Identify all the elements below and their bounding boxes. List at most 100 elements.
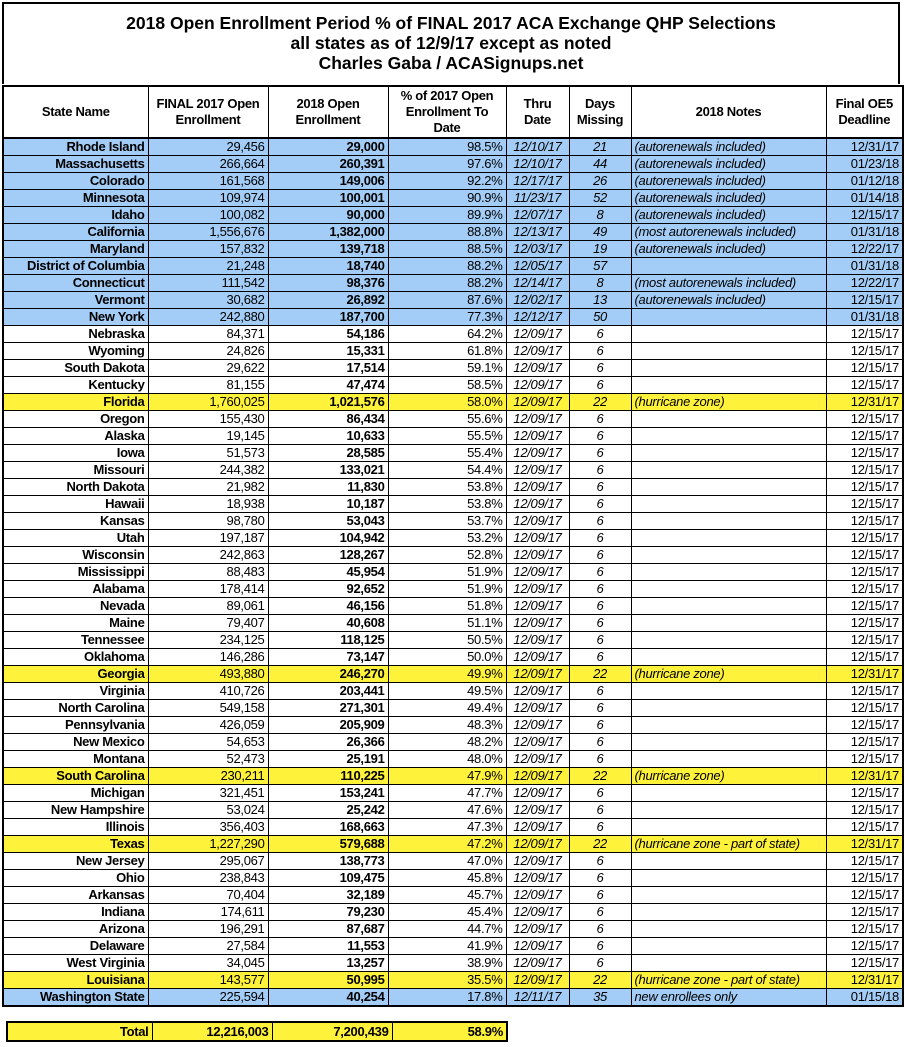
cell-final-2017: 84,371 <box>147 325 269 343</box>
table-row: Arizona 196,291 87,687 44.7% 12/09/17 6 12/15/… <box>2 920 904 938</box>
title-line-2: all states as of 12/9/17 except as noted <box>290 33 612 53</box>
cell-final-2017: 34,045 <box>147 954 269 972</box>
cell-state-name: Connecticut <box>2 274 149 292</box>
cell-days-missing: 22 <box>568 971 632 989</box>
cell-deadline: 12/15/17 <box>825 631 904 649</box>
cell-days-missing: 35 <box>568 988 632 1007</box>
cell-final-2017: 157,832 <box>147 240 269 258</box>
cell-oe-2018: 139,718 <box>267 240 389 258</box>
cell-notes <box>630 784 827 802</box>
cell-days-missing: 6 <box>568 563 632 581</box>
enrollment-table: State Name FINAL 2017 Open Enrollment 20… <box>2 85 904 1007</box>
cell-notes <box>630 648 827 666</box>
cell-thru-date: 12/09/17 <box>505 359 570 377</box>
cell-final-2017: 29,622 <box>147 359 269 377</box>
cell-notes: (hurricane zone) <box>630 767 827 785</box>
cell-notes <box>630 427 827 445</box>
cell-deadline: 12/15/17 <box>825 920 904 938</box>
cell-oe-2018: 90,000 <box>267 206 389 224</box>
table-row: New Jersey 295,067 138,773 47.0% 12/09/17 6 12… <box>2 852 904 870</box>
cell-thru-date: 12/09/17 <box>505 614 570 632</box>
cell-oe-2018: 168,663 <box>267 818 389 836</box>
cell-pct-of-2017: 88.2% <box>387 274 507 292</box>
cell-thru-date: 12/09/17 <box>505 546 570 564</box>
cell-state-name: Arkansas <box>2 886 149 904</box>
cell-deadline: 12/15/17 <box>825 801 904 819</box>
cell-final-2017: 196,291 <box>147 920 269 938</box>
cell-thru-date: 12/02/17 <box>505 291 570 309</box>
cell-pct-of-2017: 88.8% <box>387 223 507 241</box>
cell-state-name: Texas <box>2 835 149 853</box>
cell-days-missing: 6 <box>568 444 632 462</box>
cell-oe-2018: 87,687 <box>267 920 389 938</box>
cell-deadline: 01/12/18 <box>825 172 904 190</box>
cell-state-name: Alaska <box>2 427 149 445</box>
cell-notes <box>630 444 827 462</box>
cell-oe-2018: 109,475 <box>267 869 389 887</box>
cell-deadline: 12/15/17 <box>825 784 904 802</box>
cell-notes: (hurricane zone) <box>630 393 827 411</box>
cell-oe-2018: 92,652 <box>267 580 389 598</box>
cell-state-name: District of Columbia <box>2 257 149 275</box>
table-row: Idaho 100,082 90,000 89.9% 12/07/17 8 (autoren… <box>2 206 904 224</box>
total-final-2017: 12,216,003 <box>151 1021 273 1042</box>
cell-state-name: Georgia <box>2 665 149 683</box>
table-row: Montana 52,473 25,191 48.0% 12/09/17 6 12/15/1… <box>2 750 904 768</box>
cell-days-missing: 6 <box>568 478 632 496</box>
cell-days-missing: 50 <box>568 308 632 326</box>
table-row: West Virginia 34,045 13,257 38.9% 12/09/17 6 1… <box>2 954 904 972</box>
cell-final-2017: 161,568 <box>147 172 269 190</box>
cell-thru-date: 12/09/17 <box>505 495 570 513</box>
cell-thru-date: 12/09/17 <box>505 937 570 955</box>
cell-days-missing: 6 <box>568 716 632 734</box>
cell-notes: (autorenewals included) <box>630 172 827 190</box>
cell-final-2017: 356,403 <box>147 818 269 836</box>
cell-pct-of-2017: 55.6% <box>387 410 507 428</box>
table-row: Maryland 157,832 139,718 88.5% 12/03/17 19 (au… <box>2 240 904 258</box>
cell-deadline: 12/15/17 <box>825 444 904 462</box>
cell-oe-2018: 205,909 <box>267 716 389 734</box>
cell-final-2017: 493,880 <box>147 665 269 683</box>
cell-days-missing: 6 <box>568 427 632 445</box>
cell-final-2017: 321,451 <box>147 784 269 802</box>
cell-pct-of-2017: 49.9% <box>387 665 507 683</box>
cell-notes: (hurricane zone - part of state) <box>630 971 827 989</box>
cell-days-missing: 6 <box>568 597 632 615</box>
cell-deadline: 12/15/17 <box>825 342 904 360</box>
cell-final-2017: 21,248 <box>147 257 269 275</box>
cell-thru-date: 12/09/17 <box>505 376 570 394</box>
cell-pct-of-2017: 89.9% <box>387 206 507 224</box>
cell-final-2017: 79,407 <box>147 614 269 632</box>
cell-final-2017: 234,125 <box>147 631 269 649</box>
cell-final-2017: 30,682 <box>147 291 269 309</box>
cell-deadline: 01/14/18 <box>825 189 904 207</box>
cell-deadline: 12/31/17 <box>825 971 904 989</box>
cell-final-2017: 242,863 <box>147 546 269 564</box>
cell-final-2017: 242,880 <box>147 308 269 326</box>
cell-oe-2018: 1,382,000 <box>267 223 389 241</box>
cell-final-2017: 197,187 <box>147 529 269 547</box>
cell-thru-date: 12/09/17 <box>505 699 570 717</box>
cell-notes: (hurricane zone) <box>630 665 827 683</box>
cell-pct-of-2017: 52.8% <box>387 546 507 564</box>
cell-notes <box>630 308 827 326</box>
cell-days-missing: 6 <box>568 461 632 479</box>
cell-notes <box>630 733 827 751</box>
table-row: Maine 79,407 40,608 51.1% 12/09/17 6 12/15/17 <box>2 614 904 632</box>
table-row: North Carolina 549,158 271,301 49.4% 12/09/1… <box>2 699 904 717</box>
cell-oe-2018: 28,585 <box>267 444 389 462</box>
cell-thru-date: 12/09/17 <box>505 444 570 462</box>
cell-state-name: Ohio <box>2 869 149 887</box>
cell-thru-date: 12/09/17 <box>505 869 570 887</box>
table-row: Illinois 356,403 168,663 47.3% 12/09/17 6 12/1… <box>2 818 904 836</box>
cell-thru-date: 12/09/17 <box>505 529 570 547</box>
cell-state-name: Wisconsin <box>2 546 149 564</box>
cell-thru-date: 12/09/17 <box>505 733 570 751</box>
cell-final-2017: 178,414 <box>147 580 269 598</box>
cell-pct-of-2017: 47.7% <box>387 784 507 802</box>
total-2018: 7,200,439 <box>271 1021 393 1042</box>
cell-pct-of-2017: 58.0% <box>387 393 507 411</box>
cell-pct-of-2017: 48.3% <box>387 716 507 734</box>
cell-pct-of-2017: 55.5% <box>387 427 507 445</box>
table-row: Oregon 155,430 86,434 55.6% 12/09/17 6 12/15/1… <box>2 410 904 428</box>
